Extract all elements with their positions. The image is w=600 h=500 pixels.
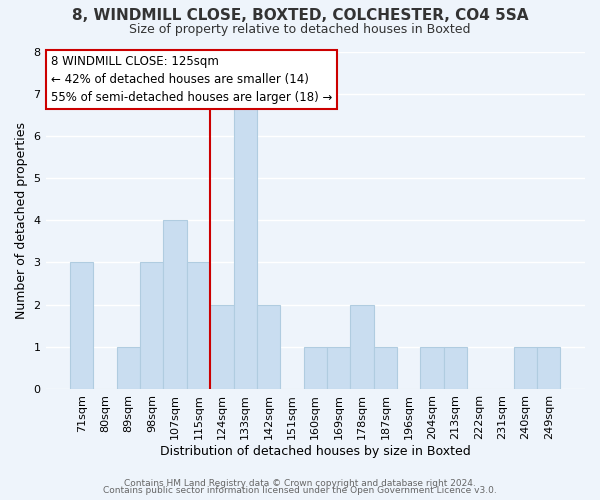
Text: Contains public sector information licensed under the Open Government Licence v3: Contains public sector information licen… [103,486,497,495]
Bar [140,262,163,389]
Bar [537,347,560,389]
Bar [444,347,467,389]
Bar [163,220,187,389]
Y-axis label: Number of detached properties: Number of detached properties [15,122,28,318]
Text: 8 WINDMILL CLOSE: 125sqm
← 42% of detached houses are smaller (14)
55% of semi-d: 8 WINDMILL CLOSE: 125sqm ← 42% of detach… [51,55,332,104]
Bar [70,262,94,389]
Bar [304,347,327,389]
Bar [350,304,374,389]
Text: 8, WINDMILL CLOSE, BOXTED, COLCHESTER, CO4 5SA: 8, WINDMILL CLOSE, BOXTED, COLCHESTER, C… [72,8,528,22]
Bar [233,94,257,389]
Bar [257,304,280,389]
Text: Contains HM Land Registry data © Crown copyright and database right 2024.: Contains HM Land Registry data © Crown c… [124,478,476,488]
Bar [187,262,210,389]
Bar [421,347,444,389]
Bar [514,347,537,389]
Bar [210,304,233,389]
Bar [374,347,397,389]
Bar [327,347,350,389]
X-axis label: Distribution of detached houses by size in Boxted: Distribution of detached houses by size … [160,444,470,458]
Bar [117,347,140,389]
Text: Size of property relative to detached houses in Boxted: Size of property relative to detached ho… [129,22,471,36]
